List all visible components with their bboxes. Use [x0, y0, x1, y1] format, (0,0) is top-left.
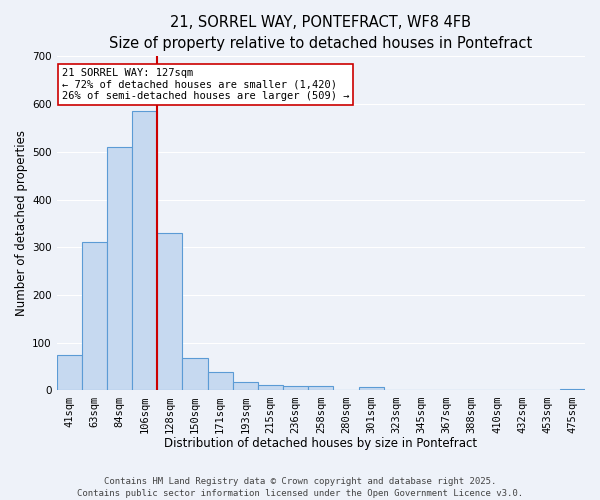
- Bar: [258, 384, 283, 390]
- Bar: [107, 147, 132, 390]
- Bar: [359, 387, 384, 390]
- Bar: [157, 233, 182, 390]
- Title: 21, SORREL WAY, PONTEFRACT, WF8 4FB
Size of property relative to detached houses: 21, SORREL WAY, PONTEFRACT, WF8 4FB Size…: [109, 15, 532, 51]
- Text: Contains HM Land Registry data © Crown copyright and database right 2025.
Contai: Contains HM Land Registry data © Crown c…: [77, 476, 523, 498]
- Bar: [208, 372, 233, 390]
- Bar: [283, 386, 308, 390]
- Bar: [560, 388, 585, 390]
- Bar: [82, 242, 107, 390]
- Y-axis label: Number of detached properties: Number of detached properties: [15, 130, 28, 316]
- Bar: [308, 386, 334, 390]
- Bar: [233, 382, 258, 390]
- Bar: [56, 354, 82, 390]
- X-axis label: Distribution of detached houses by size in Pontefract: Distribution of detached houses by size …: [164, 437, 478, 450]
- Bar: [132, 111, 157, 390]
- Text: 21 SORREL WAY: 127sqm
← 72% of detached houses are smaller (1,420)
26% of semi-d: 21 SORREL WAY: 127sqm ← 72% of detached …: [62, 68, 349, 101]
- Bar: [182, 358, 208, 390]
